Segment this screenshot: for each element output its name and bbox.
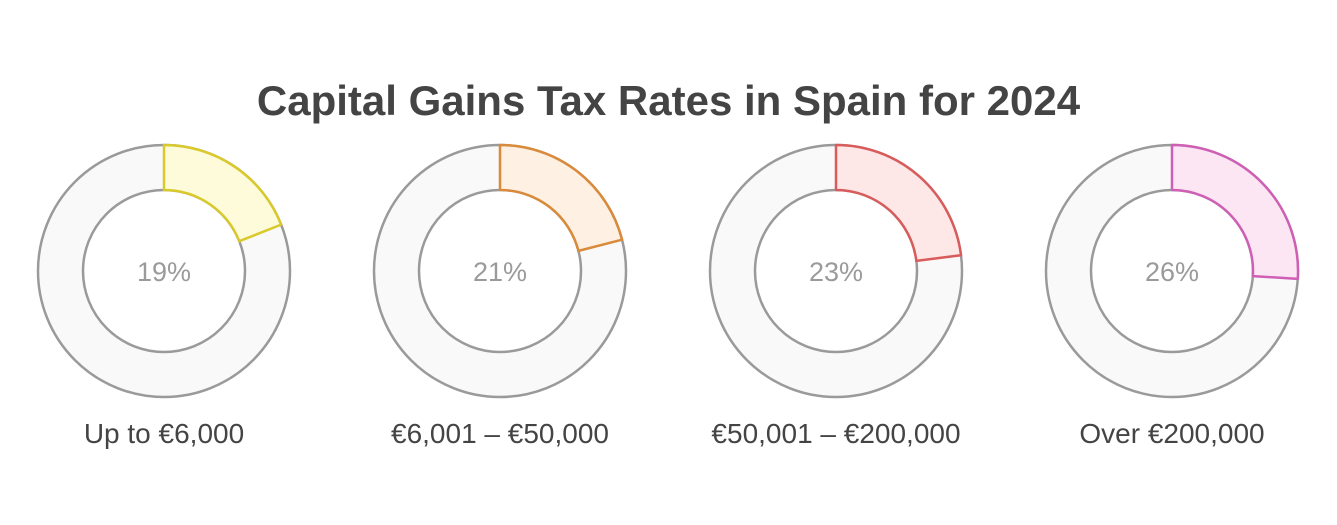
category-label-over-200000: Over €200,000 — [1079, 418, 1264, 449]
value-label-up-to-6000: 19% — [137, 257, 191, 287]
value-label-6001-50000: 21% — [473, 257, 527, 287]
category-label-up-to-6000: Up to €6,000 — [84, 418, 244, 449]
donut-segment-up-to-6000 — [162, 143, 283, 243]
value-label-50001-200000: 23% — [809, 257, 863, 287]
donut-segment-6001-50000 — [498, 143, 624, 253]
donut-segment-50001-200000 — [834, 143, 963, 263]
page-title: Capital Gains Tax Rates in Spain for 202… — [256, 77, 1081, 124]
category-label-6001-50000: €6,001 – €50,000 — [391, 418, 609, 449]
category-label-50001-200000: €50,001 – €200,000 — [711, 418, 960, 449]
value-label-over-200000: 26% — [1145, 257, 1199, 287]
donut-segment-over-200000 — [1170, 143, 1300, 281]
